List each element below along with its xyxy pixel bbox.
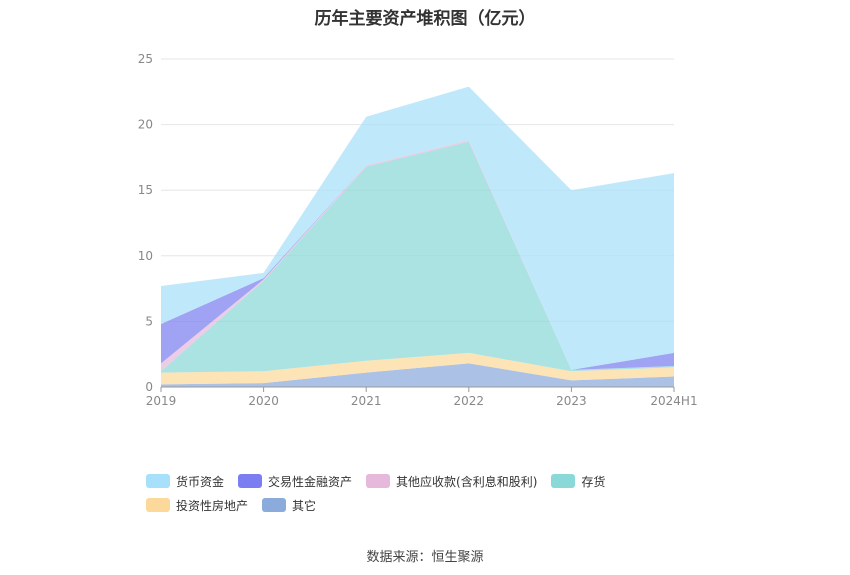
legend-label: 货币资金 [176,474,225,489]
y-tick-label: 20 [138,118,153,132]
legend-label: 其他应收款(含利息和股利) [396,474,538,489]
legend-swatch [238,474,263,488]
legend-label: 投资性房地产 [176,498,249,513]
y-tick-label: 5 [145,314,153,328]
legend-item[interactable]: 交易性金融资产 [238,473,352,489]
source-note: 数据来源：恒生聚源 [366,550,484,565]
legend-label: 其它 [292,498,317,513]
x-tick-label: 2024H1 [650,394,697,408]
area-series-2 [161,141,674,373]
y-tick-label: 0 [145,380,153,394]
legend-item[interactable]: 存货 [551,473,605,489]
chart-legend: 货币资金 交易性金融资产 其他应收款(含利息和股利) 存货投资性房地产 其它 [146,473,726,521]
x-tick-label: 2021 [351,394,382,408]
legend-item[interactable]: 货币资金 [146,473,224,489]
legend-swatch [146,474,170,488]
legend-item[interactable]: 投资性房地产 [146,497,248,513]
x-tick-label: 2019 [146,394,177,408]
y-tick-label: 10 [138,249,153,263]
area-series-5 [161,86,674,370]
legend-swatch [366,474,391,488]
legend-item[interactable]: 其他应收款(含利息和股利) [366,473,537,489]
area-series-0 [161,363,674,387]
legend-item[interactable]: 其它 [262,497,316,513]
legend-label: 存货 [581,474,606,489]
x-tick-label: 2022 [454,394,485,408]
y-tick-label: 15 [138,183,153,197]
legend-swatch [146,498,170,512]
x-tick-label: 2023 [556,394,587,408]
y-tick-label: 25 [138,52,153,66]
legend-label: 交易性金融资产 [268,474,353,489]
area-series-1 [161,352,674,385]
legend-swatch [262,498,287,512]
chart-title: 历年主要资产堆积图（亿元） [314,9,536,29]
legend-swatch [551,474,576,488]
x-tick-label: 2020 [248,394,279,408]
